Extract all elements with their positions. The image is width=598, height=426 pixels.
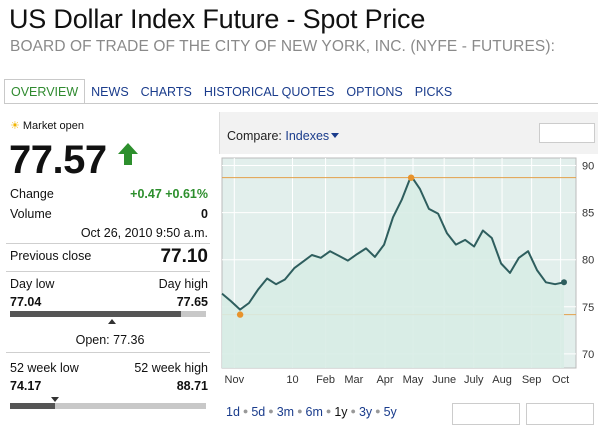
last-price-marker [561, 279, 567, 286]
current-price-marker-icon [51, 397, 60, 402]
day-low-label: Day low [10, 277, 55, 291]
separator-dot: ● [375, 406, 381, 416]
wk52-range-bar [10, 403, 206, 409]
day-high-label: Day high [158, 277, 208, 291]
chart-panel: Compare: Indexes 70 75 80 85 90 Nov 10 Feb Mar Ap… [219, 112, 598, 426]
day-range-values: 77.04 77.65 [10, 295, 208, 309]
separator-dot: ● [325, 406, 332, 416]
quote-timestamp: Oct 26, 2010 9:50 a.m. [80, 226, 208, 240]
x-tick-label: Aug [492, 374, 512, 386]
price-chart: 70 75 80 85 90 Nov 10 Feb Mar Apr May June July Aug Se… [221, 157, 594, 386]
price-line [221, 174, 565, 311]
divider [6, 352, 210, 353]
x-tick-label: July [464, 374, 484, 386]
wk52-low-value: 74.17 [10, 379, 42, 393]
previous-close-value: 77.10 [160, 246, 208, 267]
x-tick-label: Apr [376, 374, 393, 386]
caret-down-icon [331, 133, 340, 138]
open-price: Open: 77.36 [75, 333, 145, 347]
compare-symbol-input[interactable] [539, 123, 595, 143]
tab-news[interactable]: NEWS [91, 85, 129, 99]
open-row: Open: 77.36 [10, 333, 210, 347]
wk52-range-fill [10, 403, 56, 409]
volume-label: Volume [10, 207, 52, 221]
day-range-bar [10, 311, 206, 317]
day-low-value: 77.04 [10, 295, 42, 309]
x-tick-label: May [403, 374, 424, 386]
period-1d[interactable]: 1d [226, 405, 240, 419]
open-marker-icon [107, 319, 116, 324]
wk52-high-value: 88.71 [176, 379, 208, 393]
period-1y[interactable]: 1y [334, 405, 348, 419]
compare-dropdown-label: Indexes [285, 129, 330, 143]
wk52-values: 74.17 88.71 [10, 379, 208, 393]
tab-historical-quotes[interactable]: HISTORICAL QUOTES [203, 85, 335, 99]
tab-options[interactable]: OPTIONS [346, 85, 403, 99]
y-tick-label: 75 [582, 302, 594, 314]
compare-control: Compare: Indexes [227, 129, 340, 143]
chart-header: Compare: Indexes [219, 112, 598, 154]
change-value: +0.47 +0.61% [130, 187, 208, 201]
sun-icon: ☀ [10, 120, 20, 132]
divider [6, 271, 210, 272]
tab-overview[interactable]: OVERVIEW [4, 79, 86, 104]
separator-dot: ● [242, 406, 249, 416]
period-5d[interactable]: 5d [251, 405, 266, 419]
period-6m[interactable]: 6m [305, 405, 323, 419]
tab-divider [4, 103, 598, 104]
x-tick-label: Oct [552, 374, 569, 386]
market-status: ☀ Market open [10, 119, 84, 132]
separator-dot: ● [350, 406, 356, 416]
change-label: Change [10, 187, 54, 201]
tab-picks[interactable]: PICKS [414, 85, 453, 99]
x-tick-label: Feb [316, 374, 335, 386]
period-5y[interactable]: 5y [383, 405, 397, 419]
tab-charts[interactable]: CHARTS [140, 85, 192, 99]
price-area [222, 175, 564, 368]
wk52-high-label: 52 week high [134, 361, 208, 375]
separator-dot: ● [297, 406, 303, 416]
x-tick-label: Mar [344, 374, 363, 386]
y-tick-label: 70 [582, 349, 594, 361]
wk52-labels: 52 week low 52 week high [10, 361, 208, 375]
end-date-input[interactable] [526, 403, 594, 425]
up-arrow-icon [118, 143, 138, 165]
market-status-label: Market open [22, 120, 85, 132]
x-tick-label: June [432, 374, 456, 386]
x-tick-label: Sep [522, 374, 542, 386]
period-3y[interactable]: 3y [358, 405, 373, 419]
page-title: US Dollar Index Future - Spot Price [9, 4, 426, 34]
divider [6, 243, 210, 244]
day-range-labels: Day low Day high [10, 277, 208, 291]
volume-value: 0 [201, 207, 208, 221]
previous-close-row: Previous close 77.10 [10, 246, 208, 267]
extreme-marker [407, 174, 415, 181]
start-date-input[interactable] [452, 403, 520, 425]
compare-dropdown[interactable]: Indexes [285, 129, 340, 143]
x-tick-label: 10 [286, 374, 298, 386]
period-3m[interactable]: 3m [276, 405, 295, 419]
period-selector: 1d ● 5d ● 3m ● 6m ● 1y ● 3y ● 5y [226, 405, 397, 419]
separator-dot: ● [268, 406, 274, 416]
change-row: Change +0.47 +0.61% [10, 187, 208, 201]
y-tick-label: 80 [582, 255, 594, 267]
y-tick-label: 85 [582, 208, 594, 220]
wk52-low-label: 52 week low [10, 361, 79, 375]
tab-bar: OVERVIEW NEWS CHARTS HISTORICAL QUOTES O… [4, 79, 458, 104]
previous-close-label: Previous close [10, 249, 92, 263]
y-tick-label: 90 [582, 161, 594, 173]
page-subtitle: BOARD OF TRADE OF THE CITY OF NEW YORK, … [10, 38, 556, 55]
compare-label: Compare: [227, 129, 282, 143]
extreme-marker [236, 311, 244, 318]
day-range-fill [10, 311, 181, 317]
x-tick-label: Nov [225, 374, 245, 386]
day-high-value: 77.65 [176, 295, 208, 309]
last-price: 77.57 [9, 138, 107, 182]
volume-row: Volume 0 [10, 207, 208, 221]
